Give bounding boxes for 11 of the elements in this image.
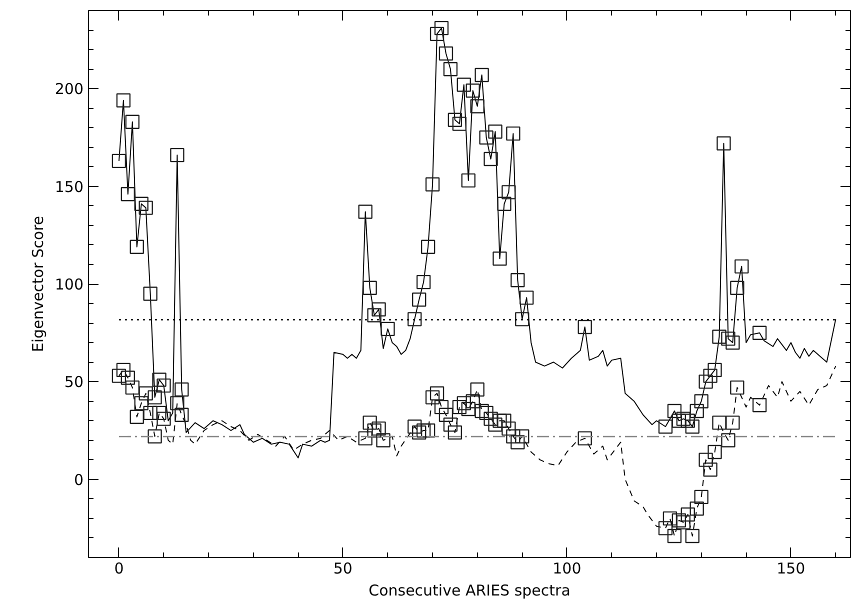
y-tick-label: 100	[54, 276, 84, 294]
y-tick-label: 0	[74, 470, 84, 489]
y-tick-label: 200	[54, 80, 84, 98]
y-tick-label: 150	[54, 178, 84, 196]
x-axis-title: Consecutive ARIES spectra	[368, 582, 570, 600]
x-tick-label: 150	[776, 560, 806, 578]
x-tick-label: 0	[114, 560, 124, 578]
y-axis-title: Eigenvector Score	[28, 216, 47, 352]
x-tick-label: 100	[552, 560, 582, 578]
x-tick-label: 50	[333, 560, 352, 578]
y-tick-label: 50	[64, 373, 84, 392]
